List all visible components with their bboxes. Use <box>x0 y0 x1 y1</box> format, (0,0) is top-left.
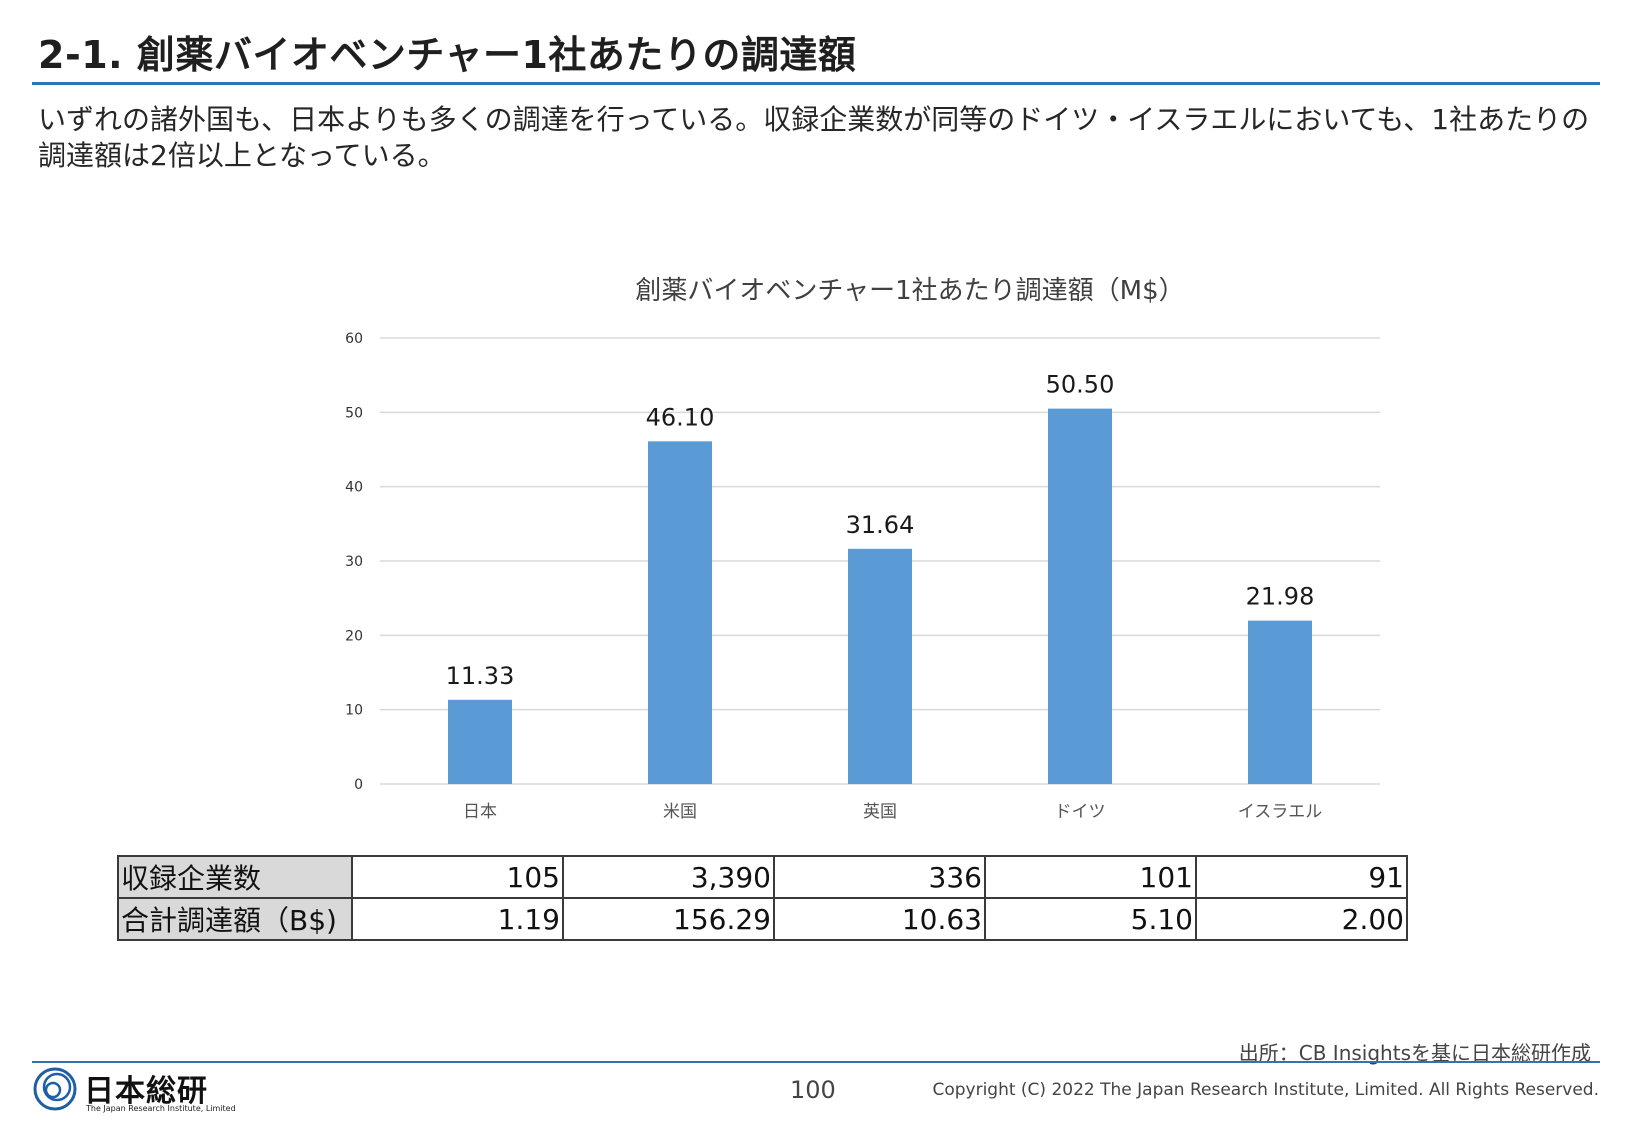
chart-title: 創薬バイオベンチャー1社あたり調達額（M$） <box>635 276 1185 306</box>
page-title: 2-1. 創薬バイオベンチャー1社あたりの調達額 <box>38 33 857 77</box>
y-tick-label: 50 <box>345 405 363 421</box>
table-cell: 5.10 <box>984 897 1197 941</box>
bar <box>448 699 512 784</box>
data-label: 31.64 <box>846 511 915 539</box>
bar <box>648 441 712 784</box>
bar-chart: 0 10 20 30 40 50 60 11.33 日本 46.10 米国 31.64 英国 50.50 ド… <box>345 331 1380 820</box>
lead-text: いずれの諸外国も、日本よりも多くの調達を行っている。収録企業数が同等のドイツ・イ… <box>38 103 1590 172</box>
y-tick-label: 0 <box>354 777 363 793</box>
table-cell: 10.63 <box>773 897 986 941</box>
page-number: 100 <box>790 1076 836 1104</box>
logo-subtext: The Japan Research Institute, Limited <box>86 1104 236 1113</box>
x-tick-label: 英国 <box>863 802 897 820</box>
footer-divider <box>32 1061 1600 1063</box>
bar <box>1248 620 1312 784</box>
data-label: 46.10 <box>646 403 715 431</box>
table-row: 収録企業数 105 3,390 336 101 91 <box>117 855 1408 899</box>
table-cell: 2.00 <box>1195 897 1408 941</box>
table-row: 合計調達額（B$) 1.19 156.29 10.63 5.10 2.00 <box>117 897 1408 941</box>
table-cell: 105 <box>351 855 564 899</box>
table-cell: 336 <box>773 855 986 899</box>
logo-text: 日本総研 <box>84 1074 208 1109</box>
table-cell: 101 <box>984 855 1197 899</box>
stats-table: 収録企業数 105 3,390 336 101 91 合計調達額（B$) 1.1… <box>117 855 1408 941</box>
table-cell: 3,390 <box>562 855 775 899</box>
logo-mark-icon <box>33 1067 77 1111</box>
table-cell: 156.29 <box>562 897 775 941</box>
table-cell: 91 <box>1195 855 1408 899</box>
row-label: 収録企業数 <box>117 855 353 899</box>
copyright-text: Copyright (C) 2022 The Japan Research In… <box>932 1080 1599 1100</box>
data-label: 50.50 <box>1046 371 1115 399</box>
data-label: 21.98 <box>1246 583 1315 611</box>
company-logo: 日本総研 The Japan Research Institute, Limit… <box>32 1066 236 1116</box>
y-tick-label: 10 <box>345 703 363 719</box>
row-label: 合計調達額（B$) <box>117 897 353 941</box>
y-tick-label: 40 <box>345 480 363 496</box>
x-tick-label: 日本 <box>463 802 497 820</box>
bar <box>848 548 912 784</box>
x-tick-label: 米国 <box>663 802 697 820</box>
bar <box>1048 408 1112 784</box>
y-tick-label: 60 <box>345 331 363 347</box>
x-tick-label: ドイツ <box>1055 802 1106 820</box>
table-cell: 1.19 <box>351 897 564 941</box>
y-tick-label: 20 <box>345 628 363 644</box>
y-tick-label: 30 <box>345 554 363 570</box>
title-divider <box>32 82 1600 85</box>
data-label: 11.33 <box>446 662 515 690</box>
x-tick-label: イスラエル <box>1238 802 1323 820</box>
